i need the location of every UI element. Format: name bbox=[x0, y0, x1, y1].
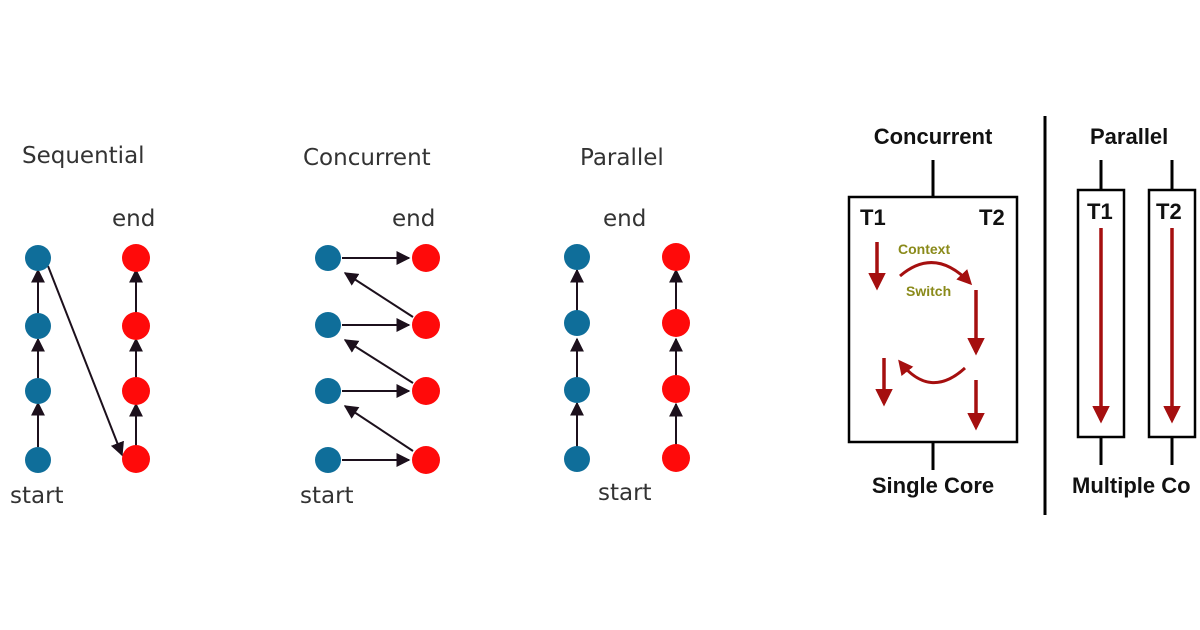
concurrent-arrow bbox=[343, 405, 414, 452]
task-node-blue bbox=[564, 446, 590, 472]
task-node-red bbox=[662, 444, 690, 472]
task-node-red bbox=[122, 445, 150, 473]
concurrent-diagram: Concurrent end start bbox=[300, 145, 440, 509]
task-node-blue bbox=[315, 378, 341, 404]
task-node-red bbox=[662, 375, 690, 403]
task-node-blue bbox=[564, 244, 590, 270]
task-node-blue bbox=[25, 245, 51, 271]
task-node-red bbox=[122, 377, 150, 405]
task-node-red bbox=[122, 312, 150, 340]
thread-1-label: T1 bbox=[860, 205, 886, 230]
parallel-start-label: start bbox=[598, 480, 652, 506]
context-switch-arrow bbox=[898, 359, 967, 384]
task-node-blue bbox=[25, 447, 51, 473]
task-node-red bbox=[412, 311, 440, 339]
concurrent-start-label: start bbox=[300, 483, 354, 509]
single-core-footer: Single Core bbox=[872, 473, 994, 498]
parallel-title: Parallel bbox=[580, 145, 664, 171]
concurrent-arrow bbox=[343, 272, 414, 318]
parallel-diagram: Parallel end start bbox=[564, 145, 690, 506]
task-node-blue bbox=[315, 312, 341, 338]
thread-2-label: T2 bbox=[979, 205, 1005, 230]
task-node-blue bbox=[25, 378, 51, 404]
sequential-end-label: end bbox=[112, 206, 155, 232]
sequential-title: Sequential bbox=[22, 143, 145, 169]
sequential-arrow bbox=[47, 265, 124, 457]
task-node-red bbox=[412, 446, 440, 474]
concurrent-end-label: end bbox=[392, 206, 435, 232]
task-node-red bbox=[412, 244, 440, 272]
task-node-blue bbox=[25, 313, 51, 339]
task-node-red bbox=[662, 309, 690, 337]
multiple-core-footer: Multiple Co bbox=[1072, 473, 1191, 498]
task-node-red bbox=[412, 377, 440, 405]
single-core-box bbox=[847, 195, 1019, 444]
task-node-blue bbox=[315, 447, 341, 473]
multiple-core-diagram: Parallel T1 T2 Multiple Co bbox=[1072, 124, 1197, 498]
concurrent-title: Concurrent bbox=[303, 145, 431, 171]
context-switch-arrow bbox=[899, 261, 973, 286]
context-label: Context bbox=[898, 241, 950, 257]
single-core-title: Concurrent bbox=[874, 124, 993, 149]
task-node-red bbox=[662, 243, 690, 271]
sequential-start-label: start bbox=[10, 483, 64, 509]
single-core-diagram: Concurrent T1 T2 Context Switch Single C… bbox=[847, 124, 1019, 498]
switch-label: Switch bbox=[906, 283, 951, 299]
task-node-blue bbox=[564, 310, 590, 336]
parallel-end-label: end bbox=[603, 206, 646, 232]
parallel-thread-1-label: T1 bbox=[1087, 199, 1113, 224]
task-node-blue bbox=[315, 245, 341, 271]
task-node-blue bbox=[564, 377, 590, 403]
parallel-thread-2-label: T2 bbox=[1156, 199, 1182, 224]
concurrent-arrow bbox=[343, 339, 414, 384]
multiple-core-title: Parallel bbox=[1090, 124, 1168, 149]
sequential-diagram: Sequential end start bbox=[10, 143, 155, 509]
task-node-red bbox=[122, 244, 150, 272]
